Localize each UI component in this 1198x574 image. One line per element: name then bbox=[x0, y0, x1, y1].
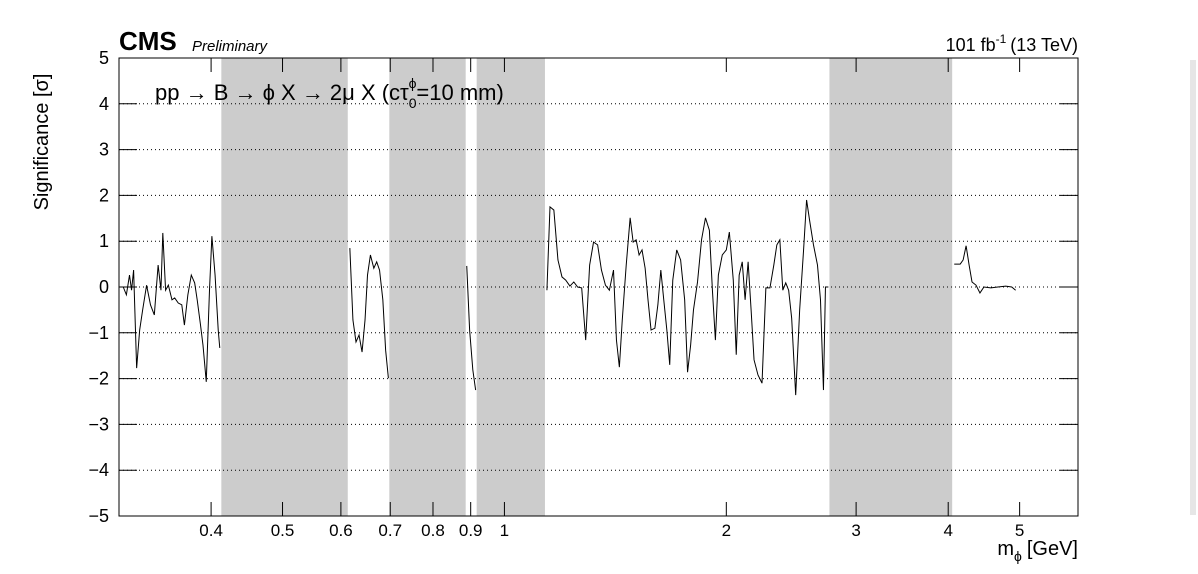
series-line bbox=[122, 199, 1016, 396]
y-tick-label: 0 bbox=[99, 277, 109, 297]
x-tick-label: 1 bbox=[500, 521, 509, 540]
plot-area: −5 −4 −3 −2 −1 0 1 2 3 4 5 0.4 0.5 0.6 0.7 0.8 0.9 1 2 3 4 5 bbox=[88, 48, 1079, 540]
annotation-sup: ϕ bbox=[409, 75, 417, 91]
annotation-main: pp → B → ϕ X → 2μ X (cτ bbox=[155, 80, 409, 105]
y-tick-label: 2 bbox=[99, 185, 109, 205]
x-tick-label: 0.8 bbox=[421, 521, 445, 540]
x-tick-label: 0.7 bbox=[378, 521, 402, 540]
y-tick-label: 5 bbox=[99, 48, 109, 68]
x-axis-label: mϕ [GeV] bbox=[997, 538, 1078, 564]
x-tick-label: 0.9 bbox=[459, 521, 483, 540]
cms-status: Preliminary bbox=[192, 38, 269, 55]
x-tick-label: 2 bbox=[722, 521, 731, 540]
y-tick-label: −2 bbox=[88, 369, 109, 389]
y-tick-label: 1 bbox=[99, 231, 109, 251]
x-tick-label: 5 bbox=[1015, 521, 1024, 540]
x-label-unit: [GeV] bbox=[1027, 538, 1078, 560]
y-tick-label: 4 bbox=[99, 94, 109, 114]
annotation: pp → B → ϕ X → 2μ X (cτ0 ϕ=10 mm) bbox=[155, 75, 504, 111]
shaded-region bbox=[476, 58, 545, 516]
annotation-sub: 0 bbox=[409, 95, 417, 111]
y-axis-label: Significance [σ] bbox=[31, 74, 53, 211]
shaded-region bbox=[221, 58, 348, 516]
x-tick-label: 3 bbox=[851, 521, 860, 540]
cms-label: CMS bbox=[119, 26, 177, 56]
plot-frame bbox=[118, 57, 1079, 517]
y-tick-label: −4 bbox=[88, 460, 109, 480]
lumi-label: 101 fb-1 (13 TeV) bbox=[946, 32, 1078, 55]
x-label-sub: ϕ bbox=[1014, 548, 1022, 564]
annotation-end: =10 mm) bbox=[416, 80, 503, 105]
x-tick-label: 0.4 bbox=[199, 521, 223, 540]
x-tick-label: 0.6 bbox=[329, 521, 353, 540]
lumi-sup: -1 bbox=[996, 32, 1007, 46]
scrollbar bbox=[1190, 60, 1196, 515]
x-label-main: m bbox=[997, 538, 1014, 560]
x-tick-label: 0.5 bbox=[271, 521, 295, 540]
x-tick-label: 4 bbox=[943, 521, 952, 540]
y-tick-label: −1 bbox=[88, 323, 109, 343]
y-tick-label: −5 bbox=[88, 506, 109, 526]
y-tick-label: 3 bbox=[99, 140, 109, 160]
lumi-energy: (13 TeV) bbox=[1010, 35, 1078, 55]
lumi: 101 fb bbox=[946, 35, 996, 55]
y-tick-label: −3 bbox=[88, 414, 109, 434]
